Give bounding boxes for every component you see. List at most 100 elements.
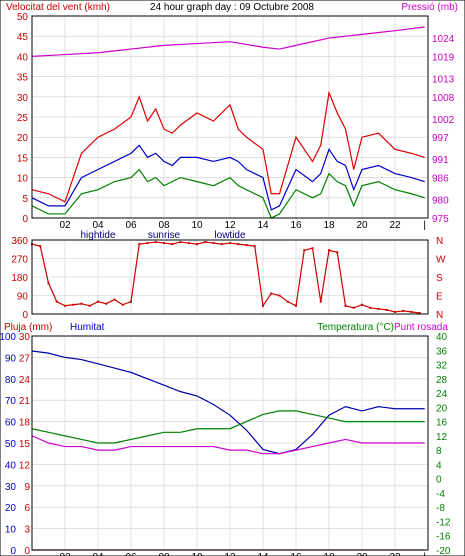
x-tick-label: |: [423, 552, 426, 556]
wind-series-pressure: [31, 26, 425, 57]
humidity-tick-label: 90: [5, 353, 17, 364]
direction-point: [55, 300, 58, 303]
wind-tick-label: 40: [17, 52, 29, 63]
direction-point: [121, 303, 124, 306]
temperature-tick-label: 0: [436, 475, 442, 486]
compass-tick-label: E: [436, 292, 443, 303]
direction-tick-label: 180: [11, 273, 28, 284]
direction-tick-label: 0: [22, 310, 28, 321]
direction-point: [229, 242, 231, 245]
wind-tick-label: 35: [17, 73, 29, 84]
wind-tick-label: 50: [17, 12, 29, 23]
direction-point: [72, 303, 75, 306]
direction-point: [179, 241, 182, 244]
humidity-tick-label: 40: [5, 460, 17, 471]
x-tick-label: 06: [125, 220, 137, 231]
wind-tick-label: 45: [17, 32, 29, 43]
direction-point: [146, 242, 149, 245]
rain-tick-label: 3: [24, 525, 30, 536]
pressure-tick-label: 1019: [432, 52, 455, 63]
direction-point: [97, 300, 99, 303]
temperature-tick-label: 20: [436, 403, 448, 414]
temperature-tick-label: -4: [436, 489, 445, 500]
wind-series-average: [31, 144, 425, 211]
climate-series: [31, 350, 425, 455]
x-tick-label: 12: [224, 552, 236, 556]
x-tick-label: 08: [158, 220, 170, 231]
pressure-tick-label: 1002: [432, 115, 455, 126]
x-tick-label: 04: [92, 220, 104, 231]
temperature-tick-label: -8: [436, 503, 445, 514]
temperature-tick-label: -12: [436, 517, 451, 528]
x-tick-label: 20: [356, 220, 368, 231]
chart-layer: 0510152025303540455097598098699199710021…: [0, 12, 455, 556]
x-tick-label: |: [423, 220, 426, 231]
direction-point: [237, 243, 240, 246]
humidity-tick-label: 100: [0, 332, 16, 343]
direction-point: [319, 300, 322, 303]
direction-point: [352, 306, 355, 309]
humidity-tick-label: 0: [10, 546, 16, 556]
x-tick-label: 18: [323, 552, 335, 556]
rain-tick-label: 0: [24, 546, 30, 556]
direction-point: [410, 310, 413, 313]
temperature-tick-label: 4: [436, 460, 442, 471]
direction-tick-label: 360: [11, 236, 28, 247]
direction-point: [270, 292, 273, 295]
temperature-tick-label: 8: [436, 446, 442, 457]
x-tick-label: 02: [59, 220, 71, 231]
wind-tick-label: 10: [17, 174, 29, 185]
direction-point: [262, 304, 264, 307]
humidity-axis-title: Humitat: [70, 322, 105, 333]
wind-tick-label: 15: [17, 153, 29, 164]
rain-tick-label: 6: [24, 503, 30, 514]
compass-tick-label: S: [436, 273, 443, 284]
humidity-tick-label: 70: [5, 396, 17, 407]
x-tick-label: 04: [92, 552, 104, 556]
climate-series: [31, 435, 425, 455]
wind-tick-label: 5: [22, 194, 28, 205]
x-tick-label: 14: [257, 220, 269, 231]
x-tick-label: 22: [389, 552, 401, 556]
direction-point: [80, 302, 83, 305]
compass-tick-label: N: [436, 236, 443, 247]
temperature-tick-label: 28: [436, 375, 448, 386]
wind-tick-label: 30: [17, 93, 29, 104]
x-tick-label: 02: [59, 552, 71, 556]
rain-tick-label: 27: [19, 353, 31, 364]
pressure-tick-label: 997: [432, 133, 449, 144]
pressure-axis-title: Pressió (mb): [401, 2, 458, 13]
direction-point: [377, 307, 380, 310]
humidity-tick-label: 20: [5, 503, 17, 514]
x-tick-label: 18: [323, 220, 335, 231]
direction-tick-label: 90: [17, 292, 29, 303]
rain-tick-label: 24: [19, 375, 31, 386]
dewpoint-axis-title: Punt rosada: [394, 322, 448, 333]
direction-point: [47, 282, 50, 285]
direction-point: [394, 310, 396, 313]
direction-series: [31, 241, 420, 314]
direction-point: [64, 304, 66, 307]
x-tick-label: 14: [257, 552, 269, 556]
rain-tick-label: 12: [19, 460, 31, 471]
direction-point: [418, 311, 421, 314]
x-event-label: hightide: [80, 230, 115, 241]
pressure-tick-label: 1008: [432, 93, 455, 104]
temperature-axis-title: Temperatura (°C): [317, 322, 394, 333]
humidity-tick-label: 30: [5, 482, 17, 493]
direction-point: [303, 249, 306, 252]
direction-tick-label: 270: [11, 255, 28, 266]
x-tick-label: 12: [224, 220, 236, 231]
rain-axis-title: Pluja (mm): [4, 322, 52, 333]
temperature-tick-label: 36: [436, 346, 448, 357]
direction-point: [361, 303, 363, 306]
direction-point: [130, 300, 132, 303]
direction-point: [295, 304, 297, 307]
x-tick-label: 10: [191, 552, 203, 556]
direction-point: [253, 245, 256, 248]
rain-tick-label: 15: [19, 439, 31, 450]
pressure-tick-label: 975: [432, 214, 449, 225]
pressure-tick-label: 991: [432, 155, 449, 166]
